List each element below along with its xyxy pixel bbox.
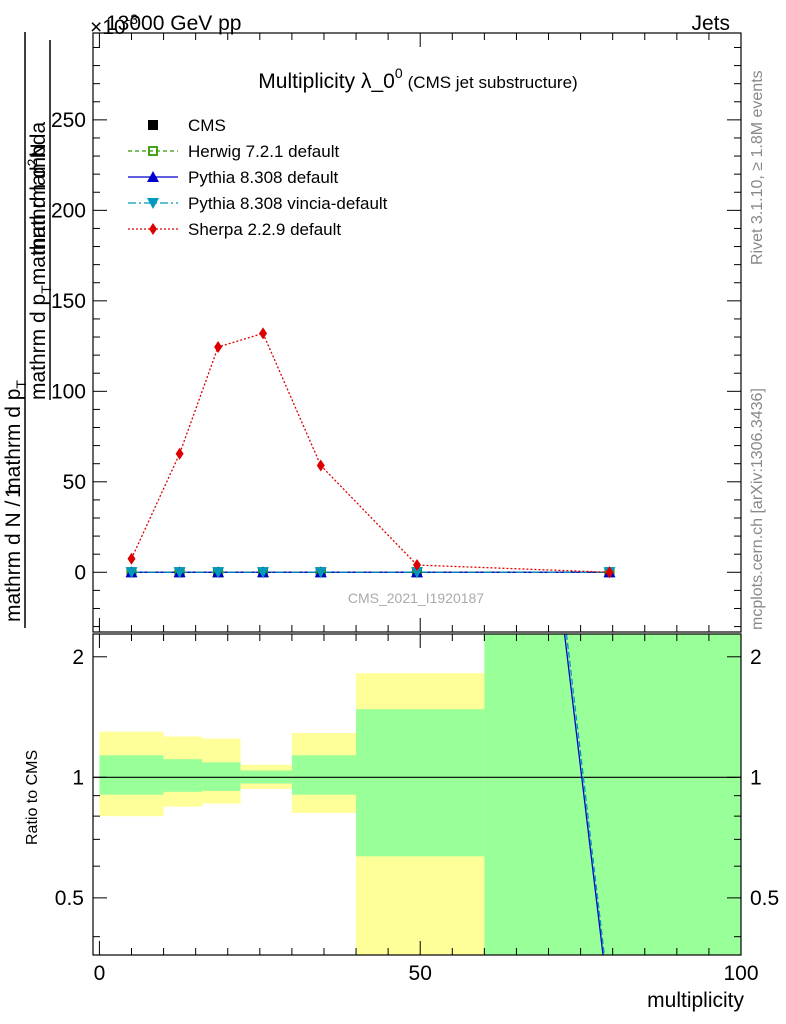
mcplots-label: mcplots.cern.ch [arXiv:1306.3436]: [749, 388, 766, 630]
y-tick-label: 0: [74, 561, 86, 584]
uncertainty-band-inner: [99, 755, 164, 795]
y-tick-label: 200: [51, 199, 86, 222]
ratio-y-tick-label: 1: [72, 766, 84, 789]
energy-label: 13000 GeV pp: [106, 12, 241, 35]
data-point-4-4: [316, 459, 325, 472]
main-frame: [92, 32, 742, 633]
legend-label: Pythia 8.308 default: [188, 168, 339, 187]
main-y-axis-label: mathrm d N / mathrm d pT 1 mathrm d2N ma…: [2, 32, 54, 628]
x-tick-label: 50: [409, 962, 432, 985]
svg-text:1: 1: [2, 486, 25, 498]
x-tick-label: 0: [94, 962, 106, 985]
y-tick-label: 150: [51, 290, 86, 313]
svg-text:mathrm d2N: mathrm d2N: [24, 143, 50, 255]
legend-entry: Sherpa 2.2.9 default: [128, 220, 341, 239]
data-point-4-0: [127, 552, 136, 565]
x-tick-label: 100: [723, 962, 758, 985]
x-axis-label: multiplicity: [647, 989, 744, 1012]
legend-entry: Pythia 8.308 default: [128, 168, 339, 187]
uncertainty-band-inner: [356, 709, 485, 857]
ratio-plot-panel: 0.5 0.5 1 1 2 2 0 50 100: [55, 633, 779, 985]
uncertainty-band-inner: [291, 755, 357, 795]
data-point-3-1: [173, 567, 186, 579]
data-point-4-1: [175, 447, 184, 460]
legend: CMS Herwig 7.2.1 default Pythia 8.308 defa…: [128, 116, 388, 239]
ratio-y-tick-label-right: 1: [750, 766, 762, 789]
watermark: CMS_2021_I1920187: [348, 590, 484, 606]
ratio-y-tick-label: 0.5: [55, 887, 84, 910]
data-point-4-2: [214, 340, 223, 353]
legend-label: Pythia 8.308 vincia-default: [188, 194, 388, 213]
rivet-label: Rivet 3.1.10, ≥ 1.8M events: [749, 70, 766, 265]
main-plot-panel: 0 50 100 150 200 250: [51, 32, 742, 633]
data-point-3-0: [125, 567, 138, 579]
ratio-y-tick-label-right: 2: [750, 646, 762, 669]
uncertainty-band-inner: [163, 759, 203, 792]
data-point-3-3: [257, 567, 270, 579]
uncertainty-band-inner: [202, 762, 241, 791]
process-label: Jets: [691, 12, 730, 35]
ratio-y-tick-label: 2: [72, 646, 84, 669]
legend-marker: [148, 146, 158, 156]
legend-marker: [149, 223, 157, 235]
series-line-4: [130, 332, 610, 573]
ratio-series-line-0: [563, 633, 604, 956]
legend-entry: Pythia 8.308 vincia-default: [128, 194, 388, 213]
data-point-4-6: [605, 566, 614, 579]
legend-label: Herwig 7.2.1 default: [188, 142, 339, 161]
legend-marker: [147, 171, 159, 182]
svg-text:mathrm d pTmathrm d lambda: mathrm d pTmathrm d lambda: [27, 122, 54, 400]
y-tick-label: 250: [51, 109, 86, 132]
svg-text:mathrm d N / mathrm d pT: mathrm d N / mathrm d pT: [2, 380, 29, 622]
legend-label: Sherpa 2.2.9 default: [188, 220, 341, 239]
data-point-4-3: [259, 327, 268, 340]
legend-marker: [147, 198, 159, 209]
legend-entry: CMS: [148, 116, 226, 135]
data-point-3-5: [411, 567, 423, 579]
uncertainty-band-inner: [484, 634, 741, 955]
ratio-frame: [92, 633, 742, 956]
legend-marker: [148, 120, 158, 130]
y-tick-label: 50: [63, 471, 86, 494]
legend-entry: Herwig 7.2.1 default: [128, 142, 339, 161]
ratio-y-axis-label: Ratio to CMS: [24, 750, 41, 845]
data-point-3-4: [314, 567, 327, 579]
data-point-4-5: [413, 559, 421, 572]
ratio-y-tick-label-right: 0.5: [750, 887, 779, 910]
data-point-3-2: [212, 567, 225, 579]
legend-label: CMS: [188, 116, 226, 135]
plot-title: Multiplicity λ_00 (CMS jet substructure): [258, 65, 577, 93]
y-tick-label: 100: [51, 380, 86, 403]
